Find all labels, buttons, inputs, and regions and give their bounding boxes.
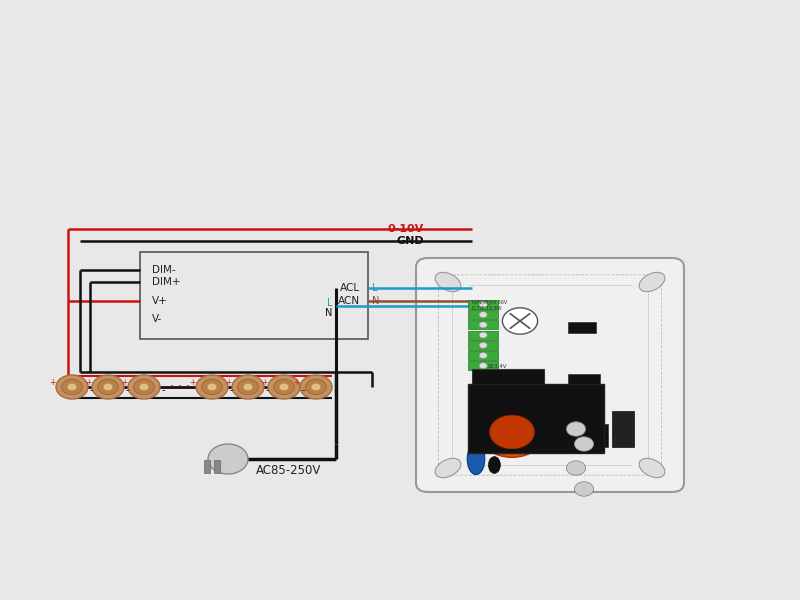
Text: L: L [326, 298, 332, 308]
Ellipse shape [467, 443, 485, 475]
Circle shape [524, 425, 532, 431]
Circle shape [492, 425, 500, 431]
Circle shape [98, 379, 118, 395]
Bar [468, 384, 604, 453]
Bar [568, 374, 600, 387]
Circle shape [208, 444, 248, 474]
Circle shape [502, 308, 538, 334]
Text: AC85-250V: AC85-250V [256, 464, 322, 478]
Bar [468, 341, 498, 350]
Text: 623.4V: 623.4V [488, 364, 507, 368]
Text: ACN: ACN [338, 296, 360, 306]
Circle shape [232, 375, 264, 399]
Bar [468, 361, 498, 370]
Circle shape [490, 415, 534, 449]
Bar [140, 252, 368, 339]
Circle shape [139, 383, 149, 391]
Circle shape [566, 461, 586, 475]
Text: +: + [50, 378, 56, 387]
Bar [468, 320, 498, 329]
Text: · · ·: · · · [170, 380, 190, 394]
Circle shape [479, 342, 487, 348]
Bar [204, 460, 210, 473]
Circle shape [479, 312, 487, 318]
Circle shape [92, 375, 124, 399]
Bar [568, 322, 596, 333]
Text: -: - [90, 385, 93, 395]
Circle shape [202, 379, 222, 395]
Bar [468, 351, 498, 360]
Text: V-: V- [152, 314, 162, 324]
Circle shape [574, 437, 594, 451]
Text: +: + [294, 378, 300, 387]
Circle shape [134, 379, 154, 395]
Text: 0-10V: 0-10V [388, 224, 424, 234]
Circle shape [479, 302, 487, 308]
Bar [612, 411, 634, 447]
Text: +: + [122, 378, 128, 387]
Text: L: L [372, 283, 378, 293]
Ellipse shape [488, 457, 501, 473]
Circle shape [479, 353, 487, 359]
Ellipse shape [435, 272, 461, 292]
Text: -: - [302, 385, 305, 395]
Text: DIM-: DIM- [152, 265, 176, 275]
Bar [468, 310, 498, 319]
Text: +: + [262, 378, 268, 387]
Circle shape [279, 383, 289, 391]
Circle shape [479, 322, 487, 328]
Text: DIM+: DIM+ [152, 277, 181, 287]
Text: -: - [230, 385, 233, 395]
Circle shape [306, 379, 326, 395]
Text: -: - [162, 385, 165, 395]
Circle shape [67, 383, 77, 391]
Circle shape [196, 375, 228, 399]
Circle shape [492, 433, 500, 439]
Circle shape [274, 379, 294, 395]
Circle shape [207, 383, 217, 391]
Text: +: + [86, 378, 92, 387]
Text: V+: V+ [152, 296, 168, 306]
Ellipse shape [639, 272, 665, 292]
Circle shape [566, 422, 586, 436]
Circle shape [478, 407, 546, 457]
Circle shape [268, 375, 300, 399]
Ellipse shape [639, 458, 665, 478]
Text: GND: GND [396, 236, 424, 246]
Circle shape [524, 433, 532, 439]
Circle shape [243, 383, 253, 391]
Circle shape [479, 332, 487, 338]
Bar [472, 369, 544, 396]
Text: +: + [226, 378, 232, 387]
Bar [214, 460, 220, 473]
Circle shape [311, 383, 321, 391]
Text: N: N [325, 308, 332, 318]
Text: +: + [190, 378, 196, 387]
Bar [568, 424, 608, 447]
Text: MPV/MJ04 36V
0.7/0.15 9W: MPV/MJ04 36V 0.7/0.15 9W [472, 300, 507, 311]
Text: L1: L1 [612, 436, 618, 440]
Circle shape [128, 375, 160, 399]
Circle shape [103, 383, 113, 391]
Ellipse shape [435, 458, 461, 478]
Circle shape [238, 379, 258, 395]
FancyBboxPatch shape [416, 258, 684, 492]
Bar [468, 331, 498, 340]
Text: N: N [372, 296, 379, 306]
Bar [468, 300, 498, 309]
Text: ACL: ACL [340, 283, 360, 293]
Text: -: - [334, 385, 337, 395]
Circle shape [574, 482, 594, 496]
Circle shape [479, 362, 487, 368]
Circle shape [300, 375, 332, 399]
Text: -: - [266, 385, 269, 395]
Circle shape [62, 379, 82, 395]
Circle shape [56, 375, 88, 399]
Text: -: - [126, 385, 129, 395]
